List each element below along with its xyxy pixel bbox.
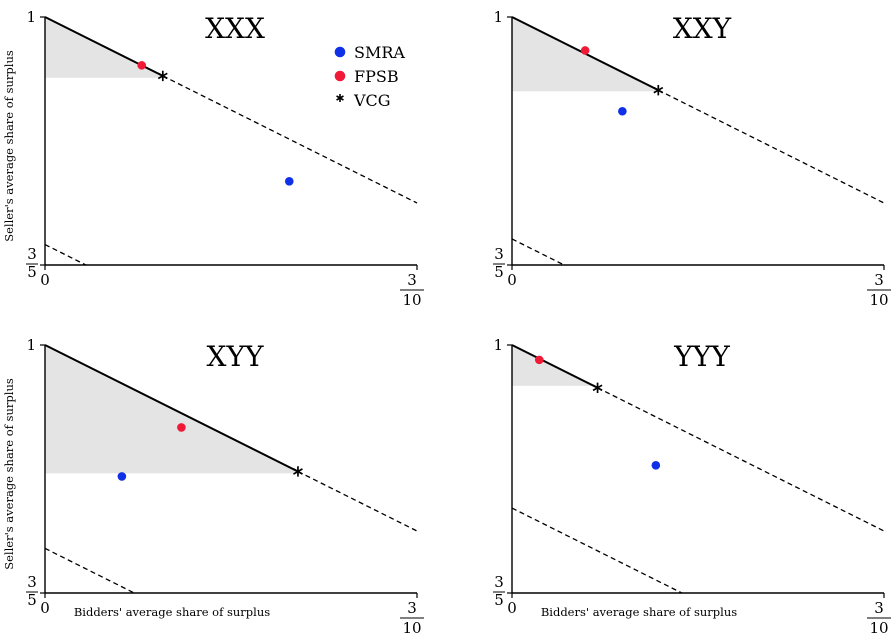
panel-title: XXX xyxy=(205,12,265,45)
point-smra xyxy=(651,460,661,470)
point-fpsb xyxy=(177,423,186,432)
x-axis-label: Bidders' average share of surplus xyxy=(541,605,737,619)
point-vcg xyxy=(653,84,664,96)
panel-title: XYY xyxy=(207,340,264,373)
frontier-solid-line xyxy=(44,344,299,473)
frontier-dashed-line xyxy=(658,89,885,204)
point-fpsb xyxy=(580,46,590,55)
y-tick-label-bottom-numerator: 3 xyxy=(27,245,37,263)
y-tick-label-bottom-numerator: 3 xyxy=(494,573,504,591)
legend-marker-fpsb xyxy=(334,70,346,82)
x-tick-label-right-numerator: 3 xyxy=(874,599,884,617)
x-tick-label-right-denominator: 10 xyxy=(869,619,888,633)
lower-dashed-line xyxy=(44,547,135,594)
legend-label-fpsb: FPSB xyxy=(354,67,399,86)
y-tick-label-top: 1 xyxy=(26,8,36,26)
point-smra xyxy=(117,472,127,481)
y-tick-label-bottom-numerator: 3 xyxy=(494,245,504,263)
panel-title: YYY xyxy=(673,340,730,373)
x-tick-label-left: 0 xyxy=(507,271,517,289)
y-tick-label-top: 1 xyxy=(493,336,503,354)
point-vcg xyxy=(293,466,303,477)
point-fpsb xyxy=(137,61,147,70)
legend: SMRA FPSB VCG xyxy=(334,43,405,110)
lower-dashed-line xyxy=(511,507,683,594)
point-smra xyxy=(618,106,627,116)
y-tick-label-top: 1 xyxy=(26,336,36,354)
point-fpsb xyxy=(534,355,544,365)
frontier-dashed-line xyxy=(597,387,885,532)
lower-dashed-line xyxy=(511,238,565,266)
y-tick-label-bottom-numerator: 3 xyxy=(27,573,37,591)
y-axis-label: Seller's average share of surplus xyxy=(2,50,16,242)
point-smra xyxy=(284,177,294,186)
y-tick-label-bottom-denominator: 5 xyxy=(27,591,37,609)
panel-title: XXY xyxy=(673,12,732,45)
x-tick-label-right-numerator: 3 xyxy=(407,599,417,617)
y-tick-label-bottom-denominator: 5 xyxy=(494,263,504,281)
y-tick-label-top: 1 xyxy=(493,8,503,26)
frontier-solid-line xyxy=(511,344,599,389)
x-tick-label-right-denominator: 10 xyxy=(402,619,421,633)
legend-marker-smra xyxy=(334,46,346,58)
x-tick-label-right-denominator: 10 xyxy=(402,291,421,309)
legend-label-vcg: VCG xyxy=(353,91,391,110)
x-tick-label-right-numerator: 3 xyxy=(874,271,884,289)
legend-marker-vcg xyxy=(336,94,344,102)
frontier-dashed-line xyxy=(162,75,418,204)
lower-dashed-line xyxy=(44,243,87,266)
frontier-dashed-line xyxy=(297,470,418,532)
x-tick-label-right-numerator: 3 xyxy=(407,271,417,289)
x-tick-label-left: 0 xyxy=(40,271,50,289)
x-tick-label-left: 0 xyxy=(40,599,50,617)
x-axis-label: Bidders' average share of surplus xyxy=(74,605,270,619)
x-tick-label-right-denominator: 10 xyxy=(869,291,888,309)
y-tick-label-bottom-denominator: 5 xyxy=(494,591,504,609)
y-tick-label-bottom-denominator: 5 xyxy=(27,263,37,281)
point-vcg xyxy=(157,70,168,82)
legend-label-smra: SMRA xyxy=(354,43,405,62)
x-tick-label-left: 0 xyxy=(507,599,517,617)
y-axis-label: Seller's average share of surplus xyxy=(2,378,16,570)
point-vcg xyxy=(592,382,603,393)
